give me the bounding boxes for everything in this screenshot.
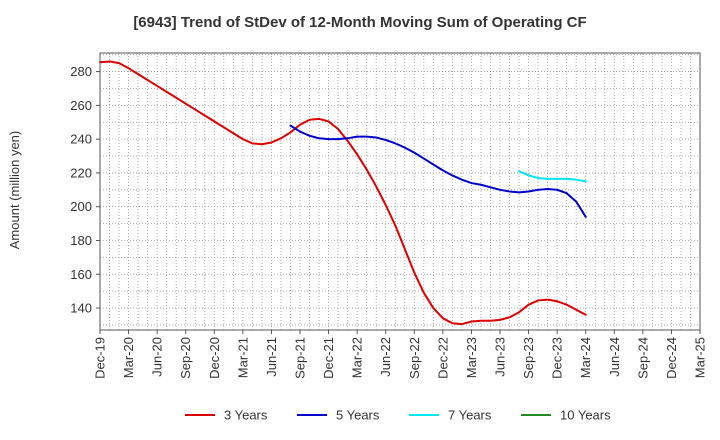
- y-tick-label: 280: [70, 64, 92, 79]
- x-tick-label: Dec-19: [93, 337, 108, 379]
- legend-label: 5 Years: [336, 408, 380, 423]
- x-tick-label: Dec-23: [550, 337, 565, 379]
- legend-label: 10 Years: [560, 408, 611, 423]
- x-tick-label: Jun-22: [378, 337, 393, 377]
- y-tick-label: 140: [70, 301, 92, 316]
- plot-background: [100, 53, 700, 330]
- series-lines: [99, 60, 587, 326]
- series-line-5-years: [289, 124, 587, 218]
- x-tick-label: Sep-20: [178, 337, 193, 379]
- x-tick-label: Sep-23: [521, 337, 536, 379]
- series-line-3-years: [99, 60, 587, 326]
- x-tick-label: Dec-20: [207, 337, 222, 379]
- x-tick-label: Dec-22: [435, 337, 450, 379]
- x-tick-label: Mar-20: [121, 337, 136, 378]
- legend-label: 7 Years: [448, 408, 492, 423]
- x-tick-label: Dec-24: [664, 337, 679, 379]
- y-axis: 140 160 180 200 220 240 260 280: [70, 64, 100, 316]
- x-tick-label: Jun-24: [607, 337, 622, 377]
- x-tick-label: Mar-25: [693, 337, 708, 378]
- chart-title: [6943] Trend of StDev of 12-Month Moving…: [133, 14, 587, 31]
- legend-label: 3 Years: [224, 408, 268, 423]
- x-axis: Dec-19 Mar-20 Jun-20 Sep-20 Dec-20 Mar-21 Jun-…: [93, 330, 708, 379]
- y-tick-label: 260: [70, 98, 92, 113]
- y-tick-label: 240: [70, 132, 92, 147]
- y-axis-title: Amount (million yen): [7, 131, 22, 250]
- y-tick-label: 200: [70, 199, 92, 214]
- x-tick-label: Sep-21: [293, 337, 308, 379]
- x-tick-label: Jun-21: [264, 337, 279, 377]
- x-tick-label: Jun-23: [493, 337, 508, 377]
- x-tick-label: Dec-21: [321, 337, 336, 379]
- y-tick-label: 180: [70, 233, 92, 248]
- x-tick-label: Sep-22: [407, 337, 422, 379]
- x-tick-label: Jun-20: [150, 337, 165, 377]
- grid-lines: [100, 53, 700, 330]
- x-tick-label: Mar-22: [350, 337, 365, 378]
- plot-area-frame: [99, 52, 701, 331]
- series-line-7-years: [518, 170, 587, 183]
- legend: 3 Years 5 Years 7 Years 10 Years: [185, 408, 611, 423]
- x-tick-label: Sep-24: [635, 337, 650, 379]
- x-tick-label: Mar-23: [464, 337, 479, 378]
- x-tick-label: Mar-24: [578, 337, 593, 378]
- y-tick-label: 220: [70, 165, 92, 180]
- x-tick-label: Mar-21: [235, 337, 250, 378]
- y-tick-label: 160: [70, 267, 92, 282]
